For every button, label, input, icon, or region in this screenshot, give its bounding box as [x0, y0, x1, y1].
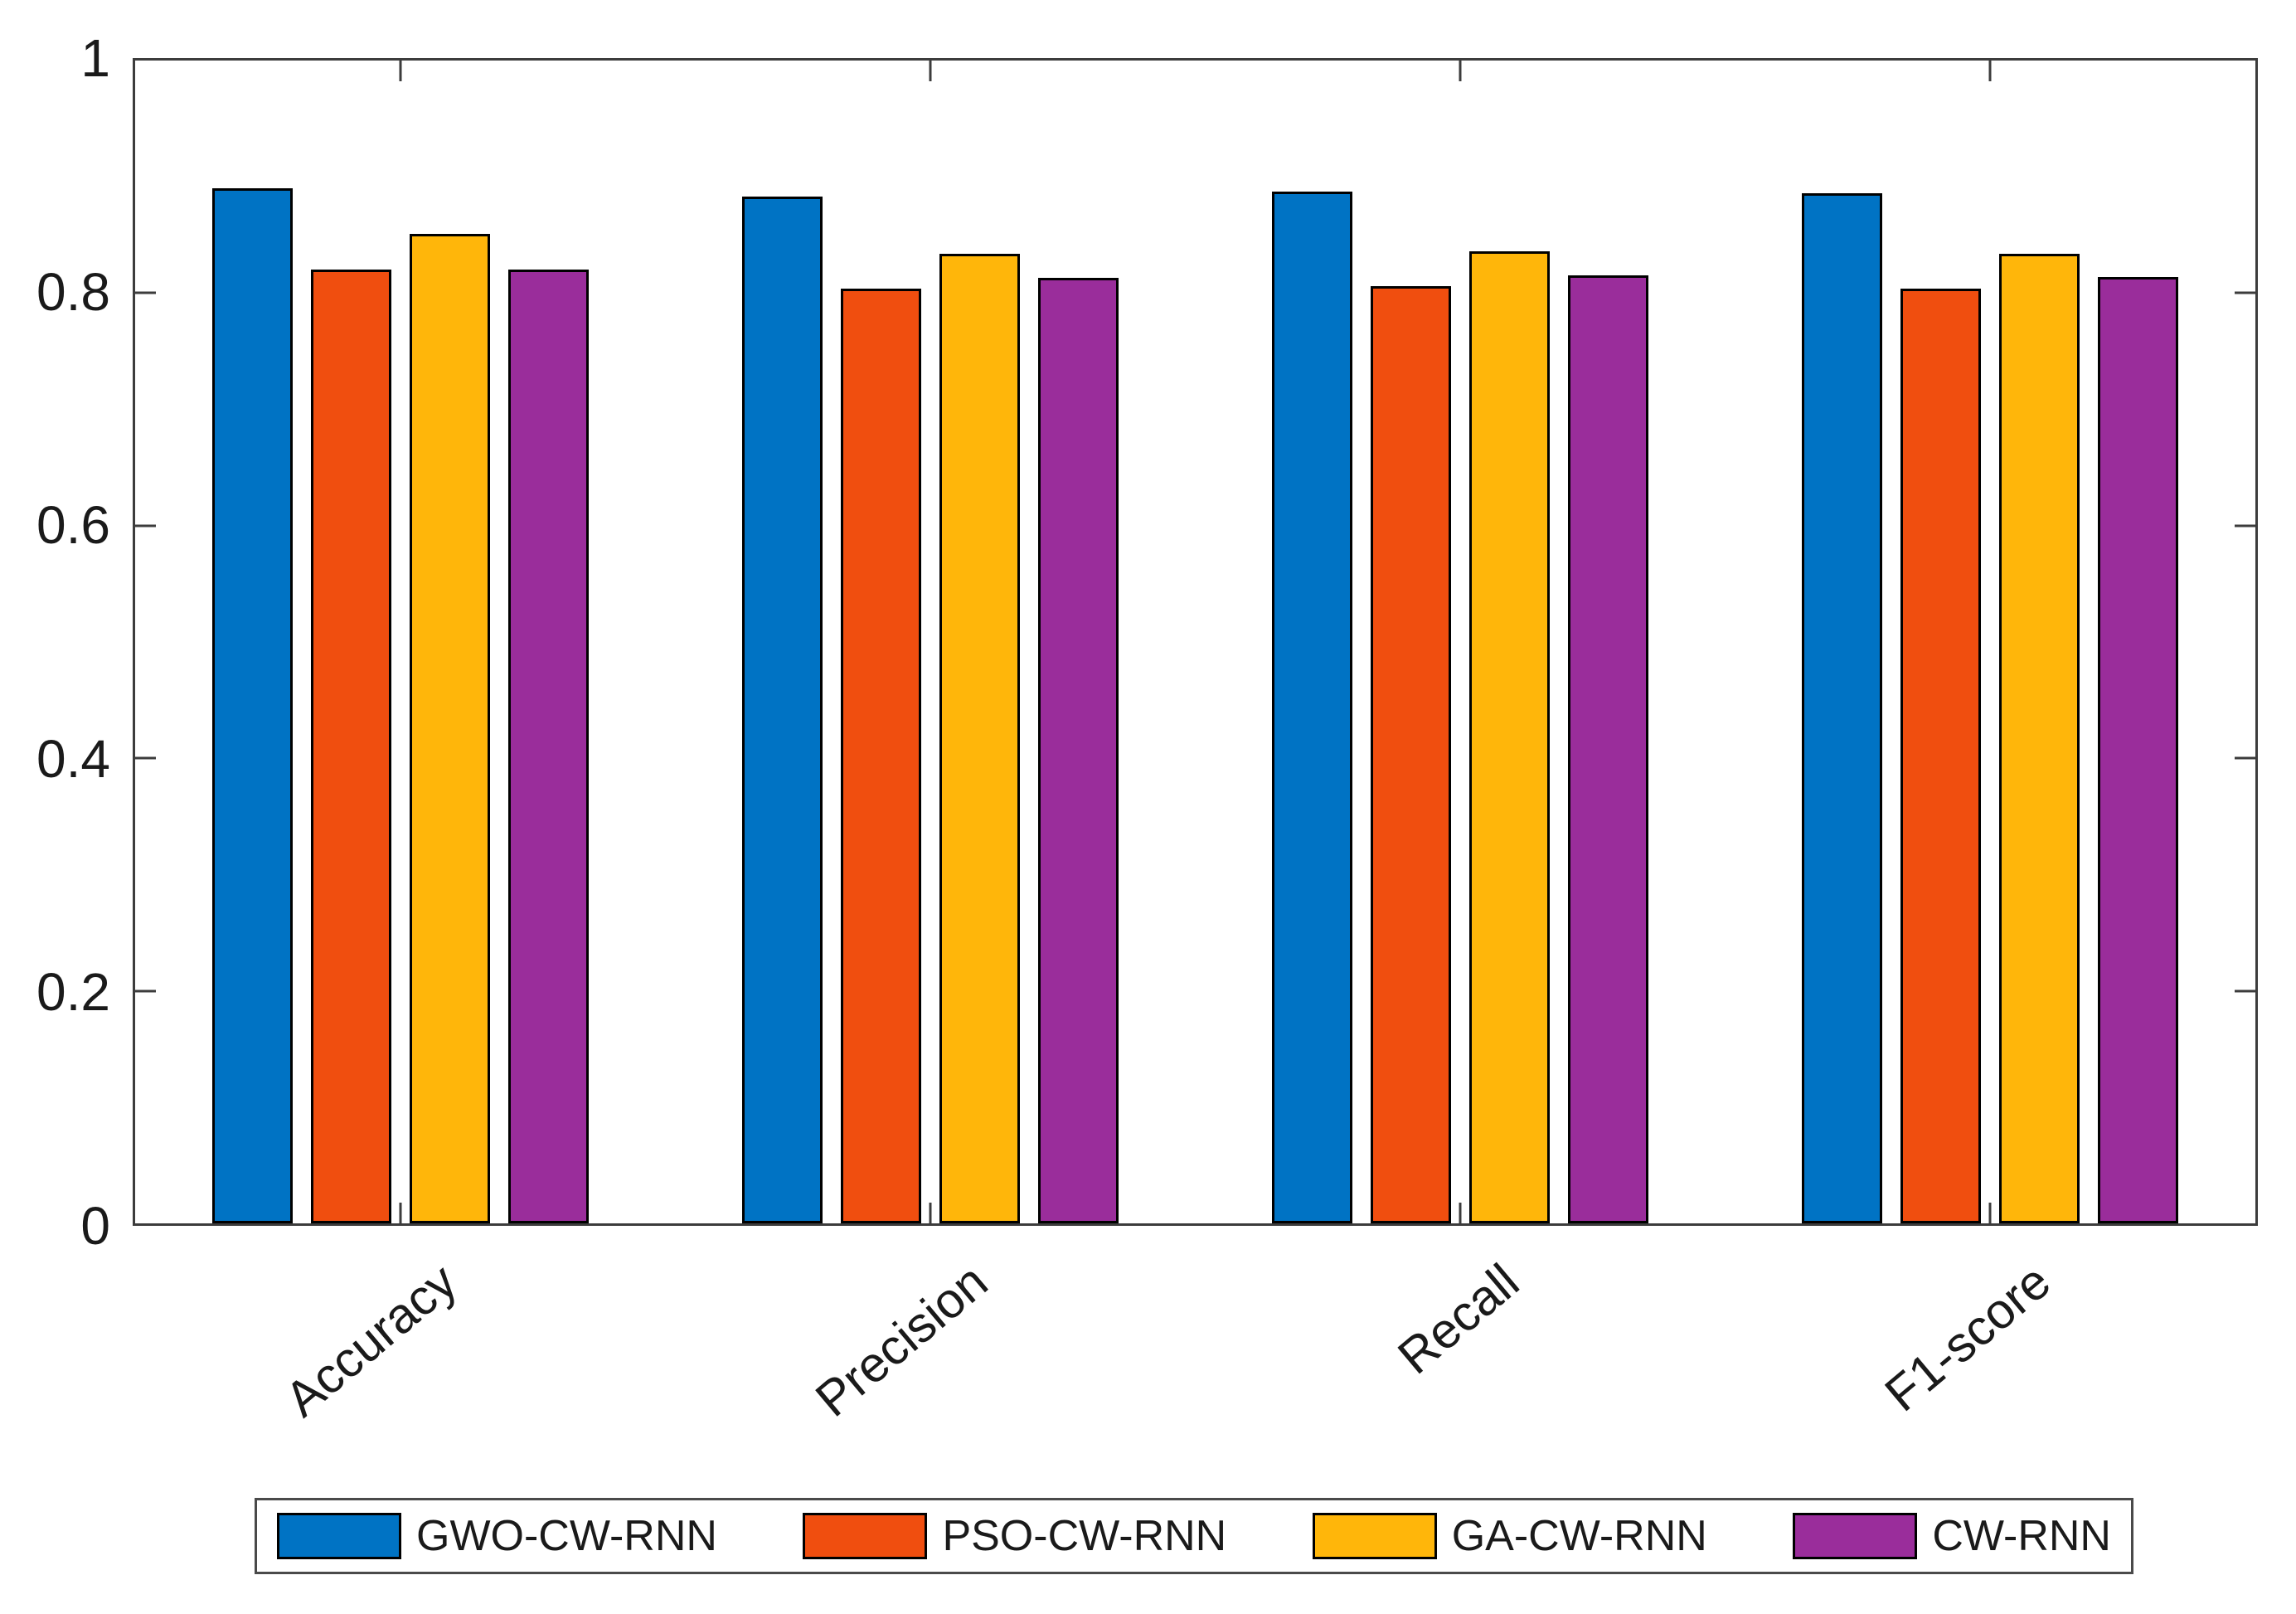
bar-group-recall — [1196, 61, 1726, 1223]
x-tick-mark — [929, 61, 932, 81]
y-axis-tick-labels: 0 0.2 0.4 0.6 0.8 1 — [0, 32, 110, 1252]
x-axis-label-recall: Recall — [1387, 1252, 1530, 1385]
bar-ga-cw-rnn-recall — [1469, 250, 1551, 1223]
legend-item-gwo-cw-rnn: GWO-CW-RNN — [277, 1513, 717, 1559]
legend-swatch — [1793, 1513, 1918, 1559]
y-axis-tick-label: 0 — [80, 1196, 110, 1256]
y-axis-tick-label: 0.8 — [36, 261, 110, 322]
bar-cw-rnn-accuracy — [507, 270, 589, 1223]
x-tick-mark — [1988, 61, 1992, 81]
bar-gwo-cw-rnn-accuracy — [211, 188, 293, 1223]
legend-label: GA-CW-RNN — [1451, 1512, 1707, 1560]
plot-area — [133, 58, 2258, 1226]
bar-group-precision — [665, 61, 1195, 1223]
bar-group-accuracy — [135, 61, 665, 1223]
y-tick-mark — [135, 756, 156, 760]
y-axis-tick-label: 0.6 — [36, 495, 110, 556]
y-tick-mark — [2235, 524, 2255, 527]
bar-group-f1-score — [1726, 61, 2255, 1223]
legend-swatch — [277, 1513, 401, 1559]
x-axis-label-accuracy: Accuracy — [274, 1252, 467, 1427]
y-axis-tick-label: 0.2 — [36, 962, 110, 1023]
legend-swatch — [803, 1513, 928, 1559]
bar-cw-rnn-precision — [1037, 278, 1119, 1223]
x-axis-label-f1-score: F1-score — [1874, 1252, 2061, 1422]
x-tick-mark — [929, 1203, 932, 1223]
x-tick-mark — [399, 1203, 402, 1223]
y-tick-mark — [135, 291, 156, 294]
bar-cw-rnn-f1-score — [2098, 276, 2179, 1223]
bar-pso-cw-rnn-precision — [840, 288, 921, 1223]
bar-pso-cw-rnn-recall — [1371, 286, 1452, 1223]
legend-item-ga-cw-rnn: GA-CW-RNN — [1312, 1512, 1707, 1560]
bar-cw-rnn-recall — [1568, 275, 1649, 1223]
y-tick-mark — [135, 524, 156, 527]
bar-pso-cw-rnn-f1-score — [1900, 288, 1982, 1223]
legend-label: PSO-CW-RNN — [942, 1512, 1227, 1560]
y-tick-mark — [2235, 291, 2255, 294]
legend-label: GWO-CW-RNN — [416, 1512, 717, 1560]
x-tick-mark — [1459, 61, 1462, 81]
y-axis-tick-label: 1 — [80, 28, 110, 88]
legend-item-cw-rnn: CW-RNN — [1793, 1513, 2111, 1559]
bar-gwo-cw-rnn-precision — [741, 197, 823, 1223]
legend: GWO-CW-RNN PSO-CW-RNN GA-CW-RNN CW-RNN — [255, 1498, 2133, 1574]
bar-ga-cw-rnn-f1-score — [1999, 253, 2080, 1223]
bar-gwo-cw-rnn-f1-score — [1802, 192, 1883, 1223]
legend-swatch — [1312, 1513, 1437, 1559]
y-tick-mark — [2235, 989, 2255, 993]
legend-item-pso-cw-rnn: PSO-CW-RNN — [803, 1513, 1226, 1559]
y-tick-mark — [2235, 756, 2255, 760]
bar-gwo-cw-rnn-recall — [1272, 192, 1353, 1223]
x-tick-mark — [1459, 1203, 1462, 1223]
y-axis-tick-label: 0.4 — [36, 728, 110, 789]
x-tick-mark — [1988, 1203, 1992, 1223]
x-tick-mark — [399, 61, 402, 81]
legend-label: CW-RNN — [1932, 1512, 2111, 1560]
bar-pso-cw-rnn-accuracy — [310, 270, 391, 1223]
x-axis-label-precision: Precision — [805, 1252, 998, 1427]
y-tick-mark — [135, 989, 156, 993]
bar-ga-cw-rnn-precision — [939, 253, 1020, 1223]
bar-ga-cw-rnn-accuracy — [409, 233, 490, 1223]
